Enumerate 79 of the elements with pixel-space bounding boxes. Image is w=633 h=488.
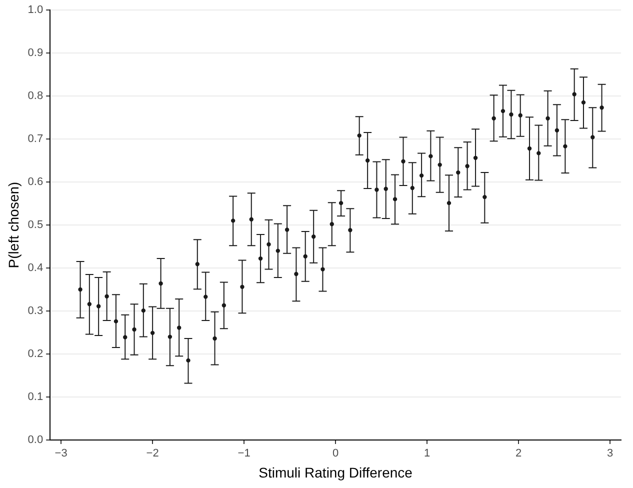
point xyxy=(123,335,128,340)
x-tick-label: −2 xyxy=(146,448,159,460)
point xyxy=(365,158,370,163)
point xyxy=(150,330,155,336)
point xyxy=(492,116,496,120)
point xyxy=(392,197,398,202)
point xyxy=(303,254,308,258)
point xyxy=(600,106,604,110)
point xyxy=(438,162,442,167)
point xyxy=(330,222,334,226)
x-tick-label: 2 xyxy=(515,448,522,460)
point xyxy=(384,186,388,191)
point xyxy=(527,146,532,151)
point xyxy=(176,326,182,330)
point xyxy=(96,304,101,308)
point xyxy=(419,173,424,178)
point xyxy=(320,267,325,272)
point xyxy=(222,303,226,308)
point xyxy=(338,200,344,206)
point xyxy=(473,156,478,160)
point xyxy=(186,358,190,363)
y-tick-label: 0.7 xyxy=(28,133,44,146)
point xyxy=(590,135,595,140)
x-axis-title: Stimuli Rating Difference xyxy=(258,464,413,480)
y-tick-label: 0.2 xyxy=(28,348,44,360)
point xyxy=(374,188,379,192)
point xyxy=(168,334,172,339)
point xyxy=(104,294,109,298)
x-tick-label: −3 xyxy=(54,448,68,460)
point xyxy=(78,287,82,292)
point xyxy=(284,228,290,232)
point xyxy=(509,112,514,117)
point xyxy=(410,186,414,190)
point xyxy=(195,262,200,266)
y-tick-label: 0.6 xyxy=(28,176,44,188)
point xyxy=(357,133,362,138)
point xyxy=(554,128,560,132)
x-tick-label: 3 xyxy=(606,448,614,460)
point xyxy=(141,308,146,313)
point xyxy=(572,92,576,96)
y-tick-label: 0.9 xyxy=(28,47,44,60)
point xyxy=(258,256,263,261)
point xyxy=(294,272,298,276)
point xyxy=(482,194,487,200)
y-tick-label: 0.3 xyxy=(28,305,44,318)
point xyxy=(158,281,163,286)
point xyxy=(446,200,452,206)
point xyxy=(311,234,316,239)
y-tick-label: 0.5 xyxy=(28,219,44,232)
point xyxy=(240,284,244,290)
point xyxy=(276,248,280,253)
x-tick-label: 0 xyxy=(332,448,339,460)
point xyxy=(212,336,217,341)
point xyxy=(546,116,550,120)
point xyxy=(500,108,506,114)
point xyxy=(249,217,254,222)
y-axis-title: P(left chosen) xyxy=(5,182,22,268)
point xyxy=(132,327,136,332)
point xyxy=(266,242,271,246)
point xyxy=(456,170,460,175)
point xyxy=(518,113,522,118)
y-tick-label: 1.0 xyxy=(28,4,44,16)
point xyxy=(581,100,586,105)
point xyxy=(348,228,352,232)
point xyxy=(87,302,92,306)
point xyxy=(428,154,433,158)
point xyxy=(230,218,236,223)
point xyxy=(401,159,406,164)
point xyxy=(114,319,118,324)
y-tick-label: 0.1 xyxy=(28,391,44,404)
y-tick-label: 0.8 xyxy=(28,90,44,102)
point xyxy=(465,164,470,168)
point xyxy=(536,151,541,156)
point xyxy=(204,294,208,299)
y-tick-label: 0.0 xyxy=(28,434,44,446)
x-tick-label: 1 xyxy=(424,448,430,460)
x-tick-label: −1 xyxy=(238,448,250,460)
y-tick-label: 0.4 xyxy=(28,262,44,274)
point xyxy=(563,144,568,148)
